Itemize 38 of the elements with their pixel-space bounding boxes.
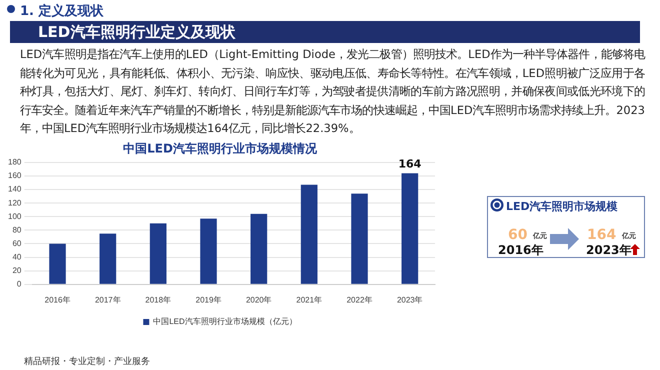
x-tick-label: 2018年 <box>145 295 172 304</box>
bar <box>300 184 318 284</box>
x-tick-label: 2020年 <box>246 295 272 304</box>
x-tick-label: 2017年 <box>94 295 121 304</box>
y-tick-label: 140 <box>8 184 22 194</box>
y-tick-label: 100 <box>8 212 22 221</box>
x-tick-label: 2023年 <box>396 295 423 304</box>
x-tick-label: 2019年 <box>196 295 222 304</box>
bar <box>402 173 418 284</box>
data-label: 164 <box>398 158 422 171</box>
x-tick-label: 2016年 <box>44 295 70 304</box>
text: 精品研报・专业定制・产业服务 <box>24 356 150 368</box>
y-tick-label: 160 <box>8 171 22 180</box>
text: 60 <box>508 227 528 243</box>
text: 164 <box>587 227 616 243</box>
y-tick-label: 20 <box>12 266 22 276</box>
text: 1. 定义及现状 <box>20 2 104 20</box>
bar <box>200 218 217 284</box>
legend-label: 中国LED汽车照明行业市场规模（亿元） <box>153 317 297 326</box>
x-tick-label: 2021年 <box>296 295 322 304</box>
y-tick-label: 60 <box>12 238 22 248</box>
y-tick-label: 120 <box>8 198 22 208</box>
text: 2023年 <box>586 242 632 259</box>
chart-title: 中国LED汽车照明行业市场规模情况 <box>123 141 318 156</box>
text: LED汽车照明行业定义及现状 <box>10 21 640 43</box>
text: LED汽车照明是指在汽车上使用的LED（Light-Emitting Diode，发光二极管）照明技术。LED作为一种半导体器件，能够将电能转化为可见光，具有能耗低、体积小、无污染、响应快、驱动电压低、寿命长等特性。在汽车领域，LED照明被广泛应用于各种灯具，包括大灯、尾灯、刹车灯、转向灯、日间行车灯等，为驾驶者提供清晰的车前方路况照明，并确保夜间或低光环境下的行车安全。随着近年来汽车产销量的不断增长，特别是新能源汽车市场的快速崛起，中国LED汽车照明市场需求持续上升。2023年，中国LED汽车照明行业市场规模达164亿元，同比增长22.39%。 <box>20 47 645 137</box>
text: 2016年 <box>498 242 544 259</box>
bar <box>250 214 268 284</box>
y-tick-label: 80 <box>12 225 22 234</box>
bar <box>351 194 368 284</box>
x-tick-label: 2022年 <box>346 295 372 304</box>
y-tick-label: 180 <box>8 158 22 167</box>
bar <box>150 223 166 284</box>
bar <box>49 244 66 284</box>
y-tick-label: 40 <box>12 252 22 262</box>
bar <box>100 234 116 284</box>
text: LED汽车照明市场规模 <box>506 199 618 214</box>
y-tick-label: 0 <box>16 280 22 289</box>
